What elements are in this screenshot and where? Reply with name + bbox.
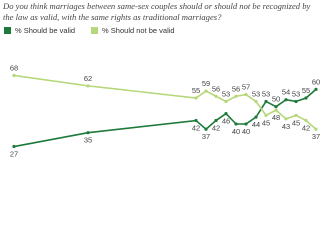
chart-title: Do you think marriages between same-sex … (3, 1, 311, 22)
data-label: 45 (292, 118, 300, 127)
data-point (304, 118, 308, 123)
data-label: 53 (252, 89, 260, 98)
data-label: 56 (212, 84, 220, 93)
data-label: 68 (10, 63, 18, 72)
data-point (224, 99, 228, 104)
legend-swatch (91, 27, 99, 34)
data-point (12, 73, 16, 78)
data-point (284, 98, 288, 102)
data-point (234, 122, 238, 126)
data-label: 42 (302, 124, 310, 133)
data-label: 35 (84, 136, 92, 145)
data-label: 43 (282, 122, 290, 131)
legend: % Should be valid % Should not be valid (4, 26, 175, 35)
data-label: 44 (252, 120, 260, 129)
data-point (214, 94, 218, 98)
legend-item: % Should be valid (4, 26, 75, 35)
page: Do you think marriages between same-sex … (3, 1, 321, 159)
data-label: 53 (222, 89, 230, 98)
series-line (13, 74, 317, 130)
data-label: 40 (232, 127, 240, 136)
data-point (254, 99, 258, 104)
data-point (12, 144, 16, 149)
data-point (314, 87, 318, 91)
data-label: 55 (192, 86, 200, 95)
data-point (194, 96, 198, 100)
data-label: 60 (312, 77, 320, 86)
data-label: 57 (242, 83, 250, 92)
legend-label: % Should be valid (15, 26, 76, 35)
data-label: 27 (10, 150, 18, 159)
data-label: 40 (242, 127, 250, 136)
legend-label: % Should not be valid (102, 26, 175, 35)
data-point (264, 99, 268, 104)
data-point (224, 112, 228, 116)
legend-item: % Should not be valid (91, 26, 175, 35)
data-point (234, 94, 238, 98)
data-point (274, 108, 278, 112)
data-point (244, 92, 248, 97)
data-label: 37 (312, 132, 320, 141)
data-point (86, 84, 90, 88)
data-label: 42 (212, 124, 220, 133)
data-point (194, 118, 198, 123)
data-point (204, 89, 208, 93)
data-label: 48 (272, 113, 280, 122)
data-label: 46 (222, 117, 230, 126)
data-label: 55 (302, 86, 310, 95)
data-label: 45 (262, 118, 270, 127)
data-point (86, 131, 90, 135)
data-label: 59 (202, 79, 210, 88)
data-point (294, 113, 298, 117)
data-point (214, 118, 218, 123)
data-label: 37 (202, 132, 210, 141)
data-label: 56 (232, 84, 240, 93)
data-point (254, 115, 258, 119)
series-line (13, 88, 317, 148)
data-point (274, 105, 278, 109)
data-label: 62 (84, 74, 92, 83)
data-point (284, 117, 288, 121)
data-point (304, 96, 308, 100)
data-label: 42 (192, 124, 200, 133)
data-label: 53 (292, 89, 300, 98)
data-point (314, 127, 318, 131)
data-point (244, 122, 248, 126)
legend-swatch (4, 27, 11, 34)
data-point (294, 99, 298, 104)
data-label: 54 (282, 88, 290, 97)
data-point (204, 127, 208, 131)
data-point (264, 113, 268, 117)
data-label: 50 (272, 95, 280, 104)
data-label: 53 (262, 89, 270, 98)
